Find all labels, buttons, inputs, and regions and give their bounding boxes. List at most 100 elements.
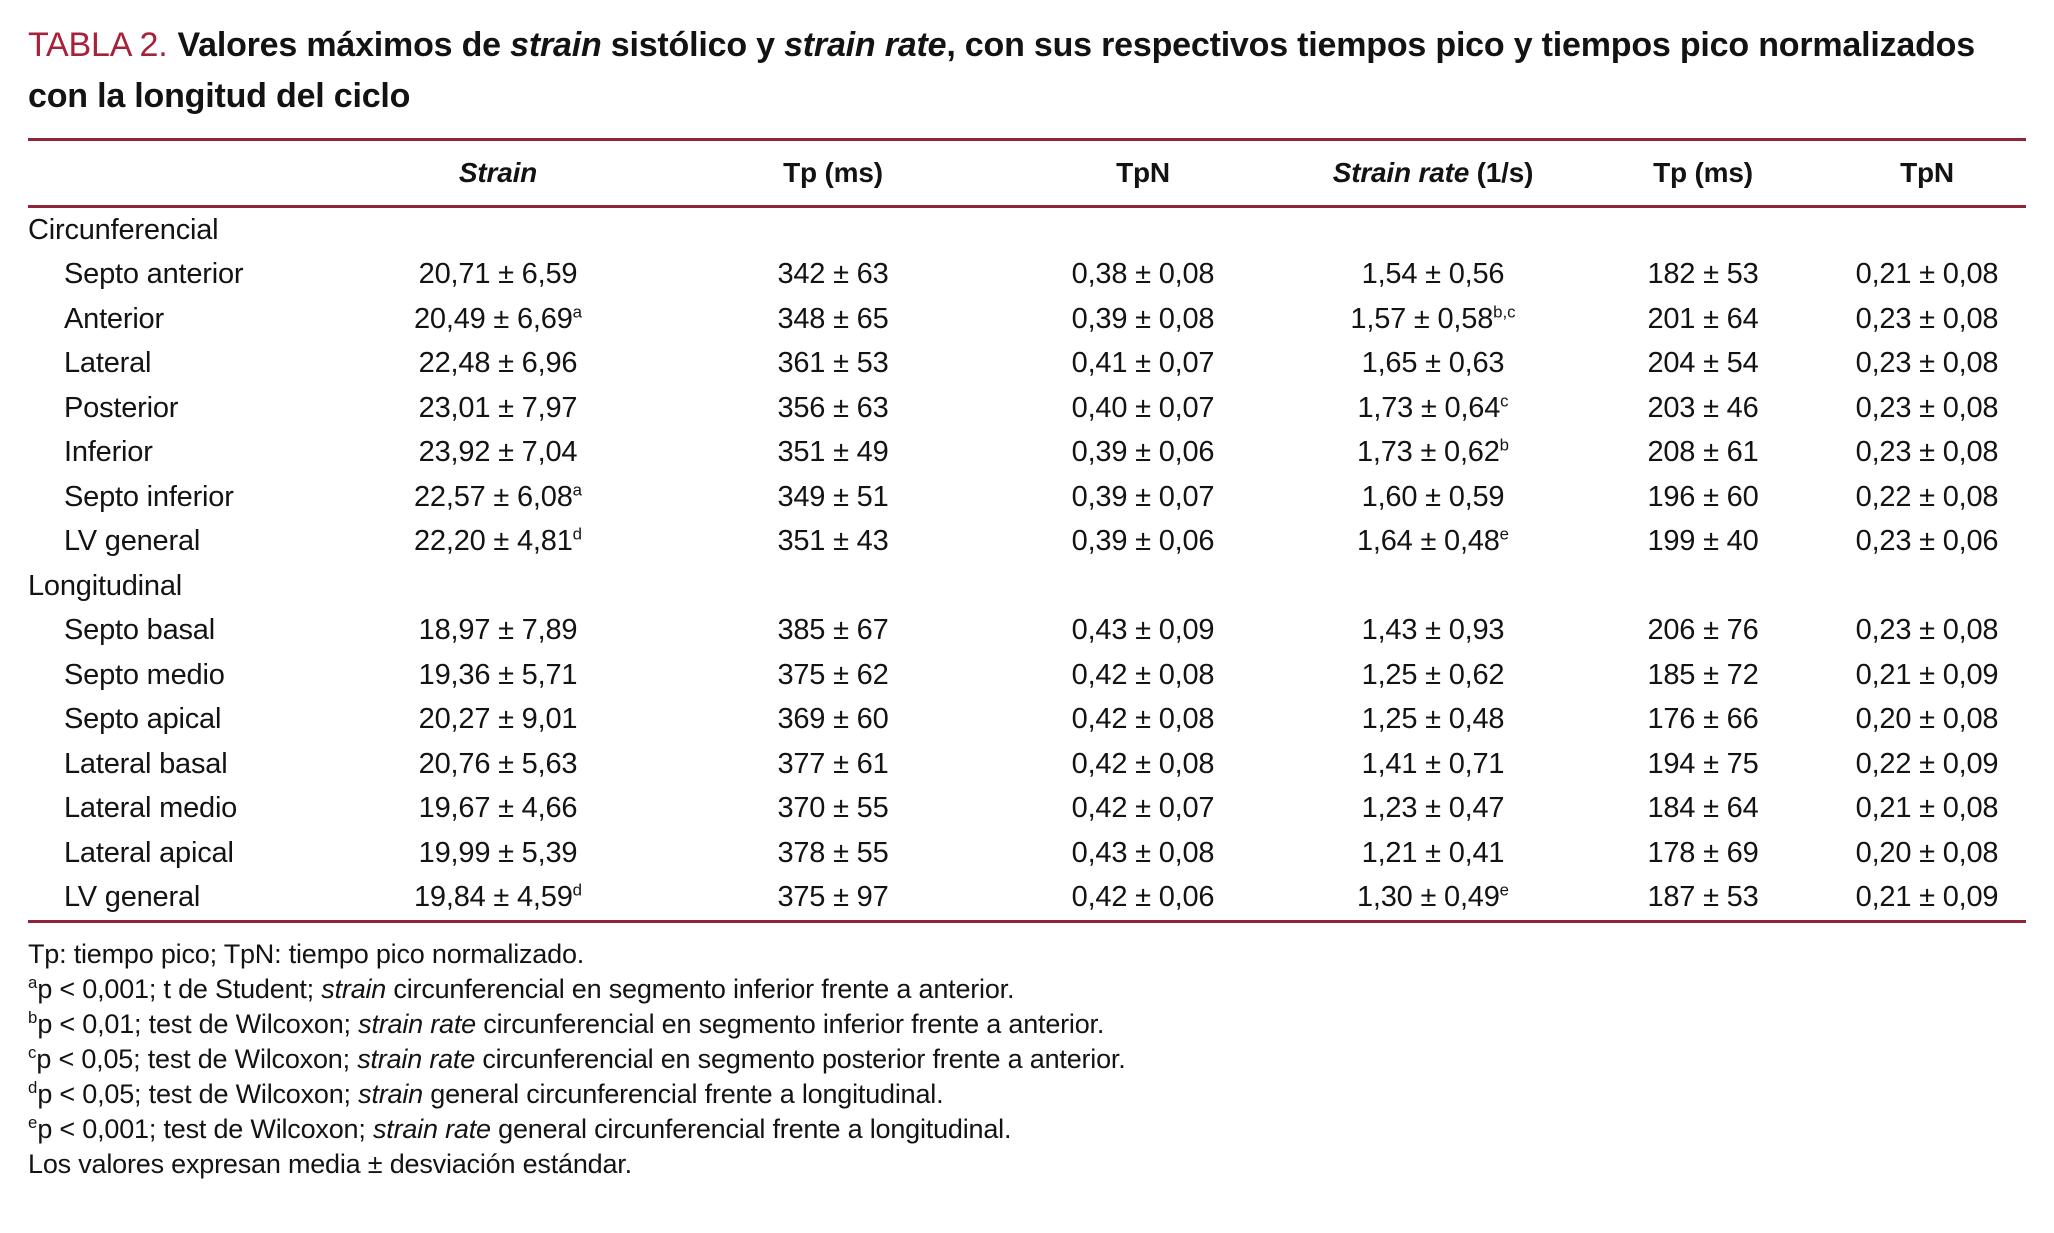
cell-value: 0,23 ± 0,08	[1855, 391, 1999, 424]
value-cell-tp-ms-strain-rate: 204 ± 54	[1578, 342, 1828, 387]
value-cell-strain: 22,20 ± 4,81d	[328, 520, 668, 565]
table-row: Anterior 20,49 ± 6,69a 348 ± 65 0,39 ± 0,08…	[28, 297, 2026, 342]
value-cell-tpn-strain-rate: 0,22 ± 0,08	[1828, 475, 2026, 520]
text-segment: sistólico y	[601, 26, 785, 64]
cell-value: 1,23 ± 0,47	[1361, 792, 1505, 825]
table-row: Lateral 22,48 ± 6,96 361 ± 53 0,41 ± 0,07 1,…	[28, 342, 2026, 387]
value-cell-strain: 19,36 ± 5,71	[328, 653, 668, 698]
significance-marker: a	[572, 302, 582, 322]
cell-value: 0,23 ± 0,08	[1855, 436, 1999, 469]
value-cell-strain-rate: 1,43 ± 0,93	[1288, 609, 1578, 654]
column-header-tp-ms-strain-rate: Tp (ms)	[1578, 139, 1828, 208]
footnote-marker: a	[28, 973, 38, 992]
value-cell-strain-rate: 1,30 ± 0,49e	[1288, 876, 1578, 922]
column-header-tp-ms-strain: Tp (ms)	[668, 139, 998, 208]
cell-value: 196 ± 60	[1647, 480, 1759, 513]
section-row: Circunferencial	[28, 207, 2026, 253]
value-cell-strain: 19,67 ± 4,66	[328, 787, 668, 832]
value-cell-tp-ms-strain-rate: 187 ± 53	[1578, 876, 1828, 922]
value-cell-tp-ms-strain: 385 ± 67	[668, 609, 998, 654]
value-cell-strain-rate: 1,41 ± 0,71	[1288, 742, 1578, 787]
value-cell-strain: 19,99 ± 5,39	[328, 831, 668, 876]
value-cell-tpn-strain-rate: 0,23 ± 0,06	[1828, 520, 2026, 565]
column-header-tpn-strain: TpN	[998, 139, 1288, 208]
value-cell-strain-rate: 1,65 ± 0,63	[1288, 342, 1578, 387]
text-segment: p < 0,05; test de Wilcoxon;	[37, 1079, 359, 1109]
value-cell-tpn-strain-rate: 0,21 ± 0,09	[1828, 653, 2026, 698]
footnotes: Tp: tiempo pico; TpN: tiempo pico normal…	[28, 937, 2026, 1182]
text-segment: general circunferencial frente a longitu…	[422, 1079, 944, 1109]
row-label: Septo inferior	[64, 480, 234, 513]
value-cell-tpn-strain-rate: 0,23 ± 0,08	[1828, 609, 2026, 654]
value-cell-tpn-strain: 0,39 ± 0,06	[998, 520, 1288, 565]
value-cell-tpn-strain: 0,42 ± 0,07	[998, 787, 1288, 832]
value-cell-strain-rate: 1,73 ± 0,62b	[1288, 431, 1578, 476]
table-row: Septo anterior 20,71 ± 6,59 342 ± 63 0,38 ±…	[28, 253, 2026, 298]
value-cell-tp-ms-strain-rate: 203 ± 46	[1578, 386, 1828, 431]
text-segment: circunferencial en segmento inferior fre…	[476, 1009, 1105, 1039]
value-cell-tpn-strain-rate: 0,21 ± 0,08	[1828, 253, 2026, 298]
text-segment: Valores máximos de	[177, 26, 511, 64]
value-cell-tp-ms-strain-rate: 185 ± 72	[1578, 653, 1828, 698]
italic-term: Strain	[458, 157, 538, 188]
table-row: Septo basal 18,97 ± 7,89 385 ± 67 0,43 ± 0,…	[28, 609, 2026, 654]
value-cell-tp-ms-strain: 351 ± 49	[668, 431, 998, 476]
table-row: Posterior 23,01 ± 7,97 356 ± 63 0,40 ± 0,07…	[28, 386, 2026, 431]
row-label: Inferior	[64, 436, 153, 469]
value-cell-tpn-strain: 0,42 ± 0,08	[998, 653, 1288, 698]
cell-value: 20,27 ± 9,01	[418, 703, 578, 736]
value-cell-tp-ms-strain: 370 ± 55	[668, 787, 998, 832]
value-cell-tp-ms-strain-rate: 206 ± 76	[1578, 609, 1828, 654]
text-segment: p < 0,01; test de Wilcoxon;	[37, 1009, 359, 1039]
significance-marker: c	[1500, 391, 1509, 411]
significance-marker: b,c	[1493, 302, 1516, 322]
cell-value: 199 ± 40	[1647, 525, 1759, 558]
row-label: Lateral basal	[64, 747, 228, 780]
cell-value: 0,20 ± 0,08	[1855, 703, 1999, 736]
cell-value: 0,21 ± 0,08	[1855, 258, 1999, 291]
value-cell-tpn-strain-rate: 0,20 ± 0,08	[1828, 698, 2026, 743]
value-cell-tpn-strain: 0,39 ± 0,08	[998, 297, 1288, 342]
significance-marker: b	[1499, 435, 1510, 455]
row-label: Posterior	[64, 391, 179, 424]
value-cell-strain: 23,92 ± 7,04	[328, 431, 668, 476]
cell-value: 178 ± 69	[1647, 836, 1759, 869]
text-segment: general circunferencial frente a longitu…	[490, 1114, 1012, 1144]
cell-value: 385 ± 67	[777, 614, 889, 647]
value-cell-tp-ms-strain: 377 ± 61	[668, 742, 998, 787]
text-segment: Tp (ms)	[783, 157, 883, 188]
value-cell-tp-ms-strain-rate: 176 ± 66	[1578, 698, 1828, 743]
cell-value: 375 ± 97	[777, 881, 889, 914]
table-caption: Valores máximos de strain sistólico y st…	[28, 26, 1975, 115]
table-row: Septo medio 19,36 ± 5,71 375 ± 62 0,42 ± 0,…	[28, 653, 2026, 698]
value-cell-tpn-strain: 0,39 ± 0,06	[998, 431, 1288, 476]
cell-value: 1,57 ± 0,58	[1350, 302, 1494, 335]
text-segment: p < 0,05; test de Wilcoxon;	[36, 1044, 358, 1074]
data-table: Strain Tp (ms) TpN Strain rate (1/s) Tp (ms)…	[28, 138, 2026, 923]
cell-value: 0,43 ± 0,08	[1071, 836, 1215, 869]
value-cell-strain-rate: 1,25 ± 0,48	[1288, 698, 1578, 743]
value-cell-tp-ms-strain: 342 ± 63	[668, 253, 998, 298]
footnote-marker: e	[28, 1113, 38, 1132]
cell-value: 375 ± 62	[777, 658, 889, 691]
footnote-line: cp < 0,05; test de Wilcoxon; strain rate…	[28, 1042, 2026, 1077]
value-cell-strain: 23,01 ± 7,97	[328, 386, 668, 431]
value-cell-tp-ms-strain-rate: 178 ± 69	[1578, 831, 1828, 876]
table-row: LV general 19,84 ± 4,59d 375 ± 97 0,42 ± 0,…	[28, 876, 2026, 922]
value-cell-tp-ms-strain: 348 ± 65	[668, 297, 998, 342]
value-cell-tp-ms-strain: 378 ± 55	[668, 831, 998, 876]
cell-value: 1,43 ± 0,93	[1361, 614, 1505, 647]
table-row: Lateral medio 19,67 ± 4,66 370 ± 55 0,42 ± …	[28, 787, 2026, 832]
cell-value: 20,76 ± 5,63	[418, 747, 578, 780]
significance-marker: d	[572, 880, 582, 900]
value-cell-strain: 19,84 ± 4,59d	[328, 876, 668, 922]
footnote-line: dp < 0,05; test de Wilcoxon; strain gene…	[28, 1077, 2026, 1112]
text-segment: circunferencial en segmento posterior fr…	[475, 1044, 1126, 1074]
table-row: Lateral basal 20,76 ± 5,63 377 ± 61 0,42 ± …	[28, 742, 2026, 787]
cell-value: 0,42 ± 0,07	[1071, 792, 1215, 825]
value-cell-tpn-strain-rate: 0,23 ± 0,08	[1828, 386, 2026, 431]
footnote-line: Los valores expresan media ± desviación …	[28, 1147, 2026, 1182]
footnote-marker: c	[28, 1043, 37, 1062]
table-row: Septo apical 20,27 ± 9,01 369 ± 60 0,42 ± 0…	[28, 698, 2026, 743]
value-cell-tpn-strain: 0,38 ± 0,08	[998, 253, 1288, 298]
